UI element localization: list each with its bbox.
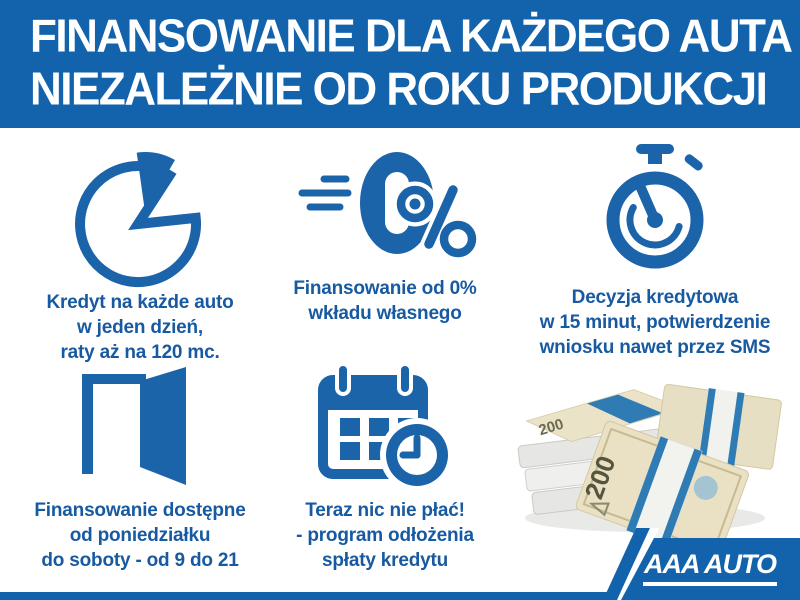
feature-deferral-caption: Teraz nic nie płać! - program odłożenia … xyxy=(296,500,474,571)
feature-loan-caption: Kredyt na każde auto w jeden dzień, raty… xyxy=(46,292,234,363)
feature-zero-percent: Finansowanie od 0% wkładu własnego xyxy=(262,150,508,326)
calendar-clock-icon xyxy=(262,362,508,492)
feature-decision-caption: Decyzja kredytowa w 15 minut, potwierdze… xyxy=(539,287,771,358)
pie-chart-icon xyxy=(15,146,265,288)
aaa-auto-logo: AAA AUTO xyxy=(640,549,780,586)
open-door-icon xyxy=(15,366,265,488)
feature-loan: Kredyt na każde auto w jeden dzień, raty… xyxy=(15,146,265,365)
header-title: FINANSOWANIE DLA KAŻDEGO AUTA NIEZALEŻNI… xyxy=(30,10,793,116)
stopwatch-icon xyxy=(510,142,800,277)
feature-availability: Finansowanie dostępne od poniedziałku do… xyxy=(15,366,265,573)
feature-decision: Decyzja kredytowa w 15 minut, potwierdze… xyxy=(510,142,800,360)
aaa-auto-logo-text: AAA AUTO xyxy=(644,549,777,579)
money-photo: 200 200 xyxy=(515,358,795,538)
header-title-line2: NIEZALEŻNIE OD ROKU PRODUKCJI xyxy=(30,62,768,115)
logo-underline xyxy=(643,582,777,586)
zero-percent-icon xyxy=(262,150,508,262)
banknote-value-back: 200 xyxy=(537,416,566,440)
feature-zero-percent-caption: Finansowanie od 0% wkładu własnego xyxy=(293,278,477,324)
header-title-line1: FINANSOWANIE DLA KAŻDEGO AUTA xyxy=(30,10,793,62)
header-banner: FINANSOWANIE DLA KAŻDEGO AUTA NIEZALEŻNI… xyxy=(0,0,800,128)
feature-deferral: Teraz nic nie płać! - program odłożenia … xyxy=(262,362,508,573)
feature-availability-caption: Finansowanie dostępne od poniedziałku do… xyxy=(34,500,246,571)
